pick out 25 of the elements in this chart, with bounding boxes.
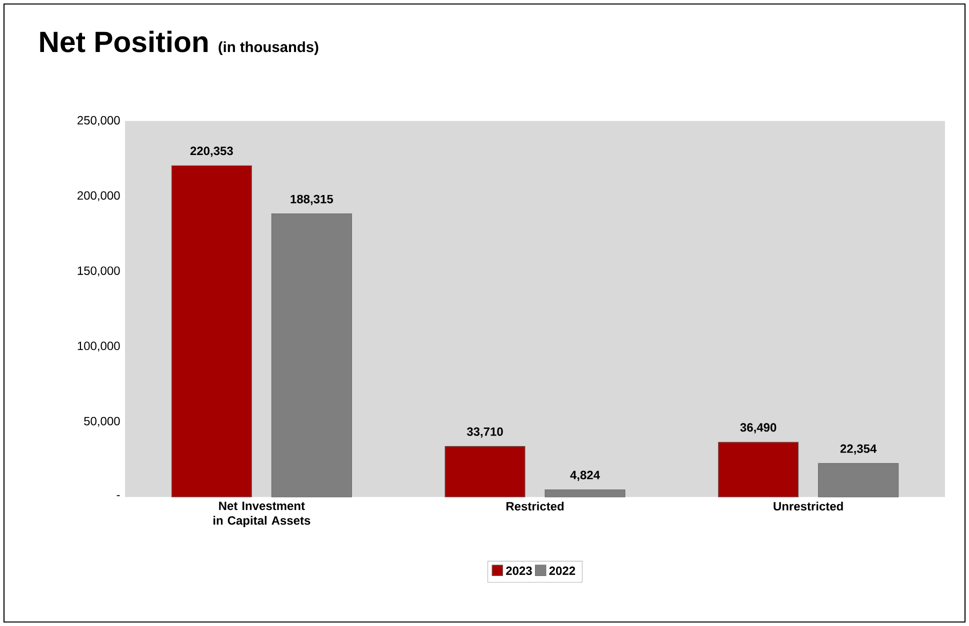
x-tick-label: Unrestricted [774, 502, 843, 511]
data-label: 4,824 [570, 470, 600, 482]
y-tick-label: 100,000 [78, 342, 120, 352]
data-label: 188,315 [290, 194, 334, 206]
data-label: 36,490 [740, 423, 776, 434]
bar [271, 214, 352, 498]
data-label: 220,353 [190, 146, 233, 157]
y-tick-label: - [116, 495, 120, 496]
legend-label: 2022 [549, 566, 576, 576]
x-tick-label: Restricted [506, 502, 564, 511]
y-tick-label: 200,000 [78, 191, 120, 202]
bar [818, 463, 899, 498]
bar [718, 442, 799, 498]
chart-title: Net Position [40, 30, 208, 52]
y-tick-label: 150,000 [78, 266, 120, 276]
bar [171, 165, 252, 498]
y-tick-label: 50,000 [84, 416, 120, 427]
legend-label: 2023 [506, 566, 532, 576]
data-label: 33,710 [466, 427, 503, 438]
chart-subtitle: (in thousands) [218, 41, 318, 56]
x-tick-label: Net Investment in Capital Assets [213, 502, 310, 528]
y-tick-label: 250,000 [78, 116, 120, 126]
bar [544, 489, 626, 498]
bar [444, 446, 526, 498]
data-label: 22,354 [840, 444, 877, 455]
